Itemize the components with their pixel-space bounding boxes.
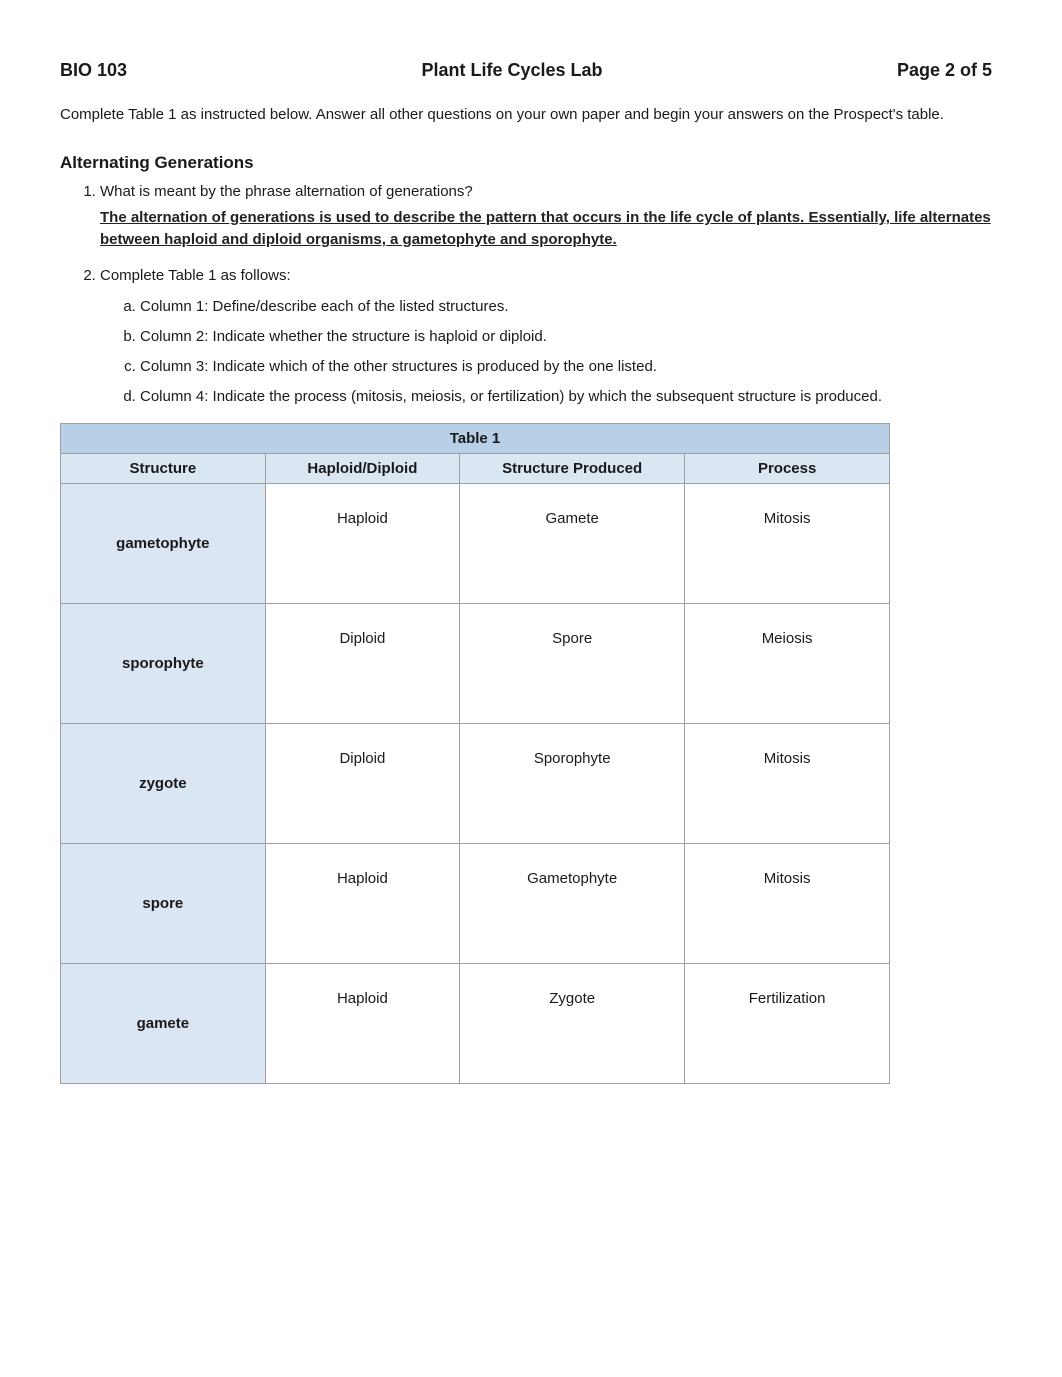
page-number: Page 2 of 5 bbox=[897, 60, 992, 81]
cell: Diploid bbox=[265, 724, 459, 844]
sub-c: Column 3: Indicate which of the other st… bbox=[140, 356, 992, 378]
course-code: BIO 103 bbox=[60, 60, 127, 81]
row-label-gamete: gamete bbox=[61, 964, 266, 1084]
table-row: spore Haploid Gametophyte Mitosis bbox=[61, 844, 890, 964]
question-1-answer: The alternation of generations is used t… bbox=[100, 207, 992, 251]
table-row: gametophyte Haploid Gamete Mitosis bbox=[61, 484, 890, 604]
cell: Haploid bbox=[265, 844, 459, 964]
instructions-text: Complete Table 1 as instructed below. An… bbox=[60, 105, 992, 125]
question-2: Complete Table 1 as follows: Column 1: D… bbox=[100, 265, 992, 408]
cell: Sporophyte bbox=[460, 724, 685, 844]
cell: Diploid bbox=[265, 604, 459, 724]
question-2-prompt: Complete Table 1 as follows: bbox=[100, 267, 291, 284]
lab-title: Plant Life Cycles Lab bbox=[127, 60, 897, 81]
col-header-hd: Haploid/Diploid bbox=[265, 454, 459, 484]
table-row: sporophyte Diploid Spore Meiosis bbox=[61, 604, 890, 724]
cell: Meiosis bbox=[685, 604, 890, 724]
table-1-container: Table 1 Structure Haploid/Diploid Struct… bbox=[60, 423, 992, 1084]
cell: Mitosis bbox=[685, 844, 890, 964]
cell: Spore bbox=[460, 604, 685, 724]
question-1: What is meant by the phrase alternation … bbox=[100, 181, 992, 250]
section-heading: Alternating Generations bbox=[60, 153, 992, 173]
row-label-zygote: zygote bbox=[61, 724, 266, 844]
cell: Gametophyte bbox=[460, 844, 685, 964]
row-label-spore: spore bbox=[61, 844, 266, 964]
cell: Fertilization bbox=[685, 964, 890, 1084]
page-header: BIO 103 Plant Life Cycles Lab Page 2 of … bbox=[60, 60, 992, 81]
col-header-process: Process bbox=[685, 454, 890, 484]
col-header-produced: Structure Produced bbox=[460, 454, 685, 484]
table-header-row: Structure Haploid/Diploid Structure Prod… bbox=[61, 454, 890, 484]
cell: Mitosis bbox=[685, 724, 890, 844]
document-page: BIO 103 Plant Life Cycles Lab Page 2 of … bbox=[0, 0, 1062, 1377]
row-label-gametophyte: gametophyte bbox=[61, 484, 266, 604]
col-header-structure: Structure bbox=[61, 454, 266, 484]
sub-a: Column 1: Define/describe each of the li… bbox=[140, 296, 992, 318]
cell: Gamete bbox=[460, 484, 685, 604]
table-row: gamete Haploid Zygote Fertilization bbox=[61, 964, 890, 1084]
cell: Mitosis bbox=[685, 484, 890, 604]
question-list: What is meant by the phrase alternation … bbox=[100, 181, 992, 407]
table-row: zygote Diploid Sporophyte Mitosis bbox=[61, 724, 890, 844]
question-1-prompt: What is meant by the phrase alternation … bbox=[100, 183, 473, 200]
row-label-sporophyte: sporophyte bbox=[61, 604, 266, 724]
sub-b: Column 2: Indicate whether the structure… bbox=[140, 326, 992, 348]
cell: Haploid bbox=[265, 964, 459, 1084]
cell: Zygote bbox=[460, 964, 685, 1084]
question-2-subitems: Column 1: Define/describe each of the li… bbox=[140, 296, 992, 407]
sub-d: Column 4: Indicate the process (mitosis,… bbox=[140, 386, 992, 408]
table-title: Table 1 bbox=[61, 424, 890, 454]
table-1: Table 1 Structure Haploid/Diploid Struct… bbox=[60, 423, 890, 1084]
table-title-row: Table 1 bbox=[61, 424, 890, 454]
cell: Haploid bbox=[265, 484, 459, 604]
